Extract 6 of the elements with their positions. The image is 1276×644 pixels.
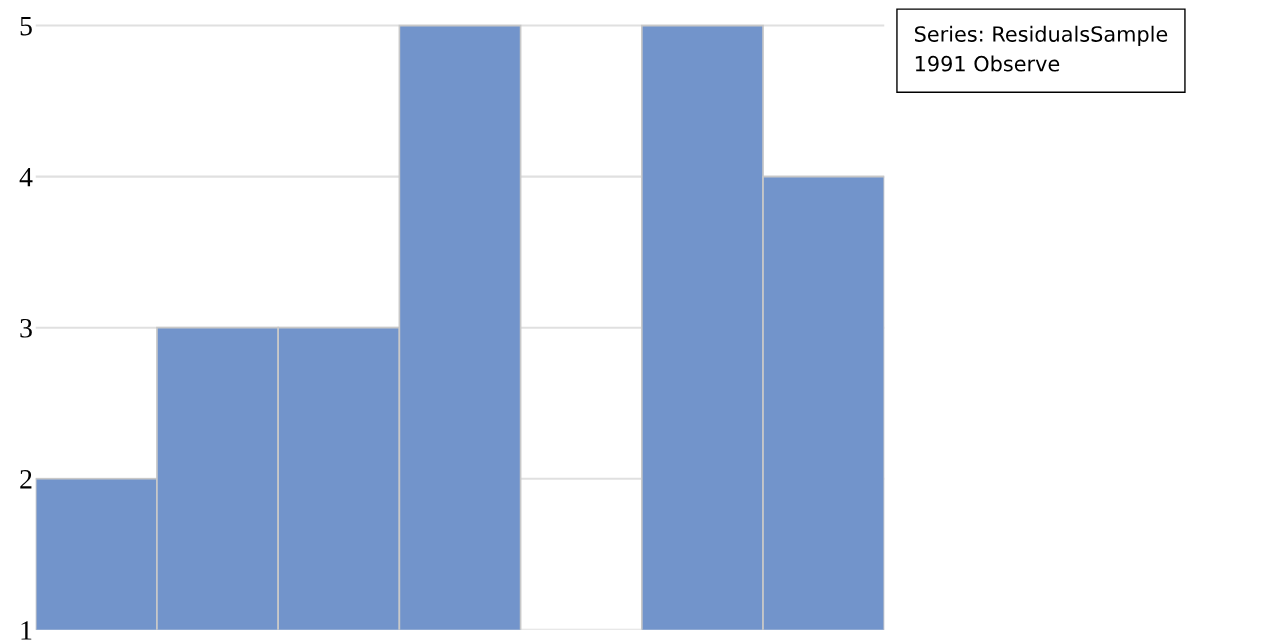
y-tick-label: 3 <box>20 318 32 338</box>
y-tick-label: 1 <box>21 621 32 640</box>
text: Series: ResidualsSample 1991 Observe <box>914 25 1168 72</box>
y-tick-label: 4 <box>19 167 33 187</box>
y-tick-label: 5 <box>20 17 32 36</box>
y-tick-label: 2 <box>20 470 32 489</box>
